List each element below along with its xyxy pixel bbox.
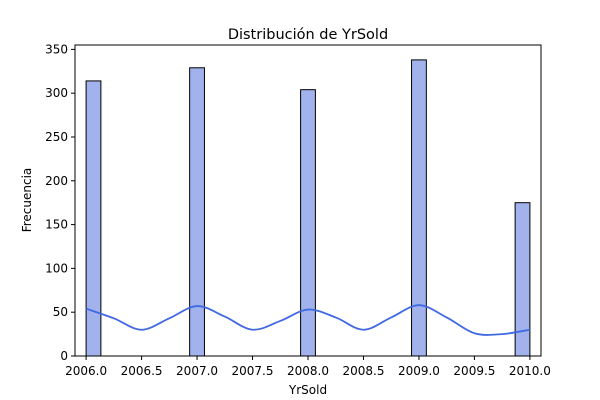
y-axis-label: Frecuencia xyxy=(20,168,34,233)
y-tick-label: 50 xyxy=(53,305,68,319)
x-tick-label: 2009.0 xyxy=(398,364,440,378)
x-tick-label: 2007.0 xyxy=(176,364,218,378)
y-tick-label: 250 xyxy=(45,130,68,144)
y-tick-label: 150 xyxy=(45,218,68,232)
x-tick-label: 2009.5 xyxy=(453,364,495,378)
kde-line xyxy=(85,304,531,336)
histogram-bar-1 xyxy=(85,80,102,357)
x-axis-label: YrSold xyxy=(288,383,327,397)
x-tick-label: 2008.0 xyxy=(287,364,329,378)
y-tick-label: 100 xyxy=(45,261,68,275)
y-tick-label: 0 xyxy=(60,349,68,363)
histogram-bar-2 xyxy=(189,67,205,357)
x-tick-label: 2010.0 xyxy=(509,364,551,378)
x-tick-label: 2008.5 xyxy=(342,364,384,378)
histogram-bar-5 xyxy=(514,202,531,357)
bars-group xyxy=(85,59,531,357)
x-axis-ticks: 2006.0 2006.5 2007.0 2007.5 2008.0 2008.5 2009… xyxy=(65,356,551,378)
histogram-bar-3 xyxy=(300,89,316,357)
x-tick-label: 2006.5 xyxy=(121,364,163,378)
x-tick-label: 2007.5 xyxy=(232,364,274,378)
chart-title: Distribución de YrSold xyxy=(228,27,388,43)
y-tick-label: 200 xyxy=(45,174,68,188)
y-axis-ticks: 0 50 100 150 200 250 300 350 xyxy=(45,42,75,363)
kde-group xyxy=(85,304,531,336)
histogram-bar-4 xyxy=(411,59,427,357)
x-tick-label: 2006.0 xyxy=(65,364,107,378)
y-tick-label: 350 xyxy=(45,42,68,56)
y-tick-label: 300 xyxy=(45,86,68,100)
